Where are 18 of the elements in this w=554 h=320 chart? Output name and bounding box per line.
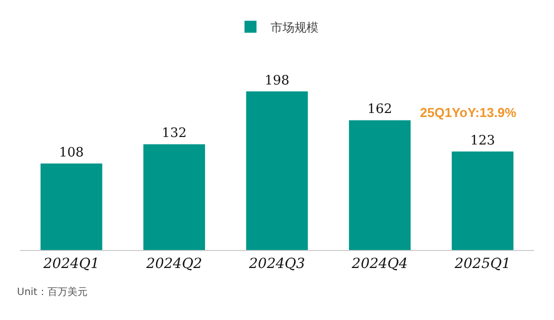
data-label: 198 <box>264 73 290 88</box>
x-tick-label: 2024Q2 <box>145 256 202 272</box>
bar <box>40 163 102 250</box>
x-tick-label: 2024Q1 <box>42 256 100 272</box>
bar <box>348 120 411 250</box>
text: Unit：百万美元 <box>17 286 88 298</box>
data-label: 162 <box>367 102 392 118</box>
data-label: 132 <box>162 126 187 142</box>
x-tick-label: 2025Q1 <box>454 256 511 272</box>
x-tick-label: 2024Q4 <box>350 256 408 272</box>
bar <box>246 91 308 250</box>
data-label: 123 <box>470 133 496 148</box>
bar <box>143 144 206 250</box>
x-tick-label: 2024Q3 <box>248 256 306 272</box>
bar <box>452 151 514 250</box>
legend-label: 市场规模 <box>270 20 318 34</box>
data-label: 108 <box>58 145 84 160</box>
annotation: 25Q1YoY:13.9% <box>420 105 517 120</box>
